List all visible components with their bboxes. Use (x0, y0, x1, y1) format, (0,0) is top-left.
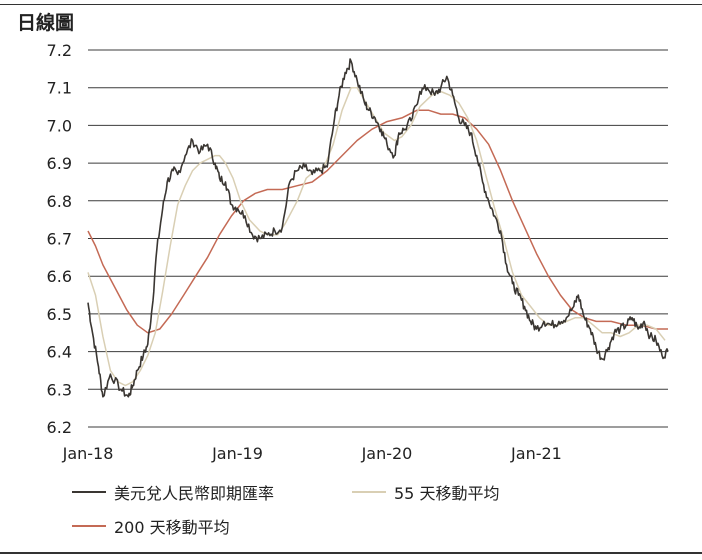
x-tick-label: Jan-21 (510, 444, 562, 463)
series-lines (87, 58, 669, 398)
series-line-1 (87, 86, 666, 387)
x-tick-label: Jan-18 (62, 444, 114, 463)
y-tick-label: 7.0 (47, 116, 72, 135)
legend-swatch-ma55 (352, 491, 386, 493)
series-line-2 (87, 109, 668, 334)
legend-swatch-ma200 (72, 525, 106, 527)
legend-label-ma55: 55 天移動平均 (394, 484, 500, 503)
y-tick-label: 6.7 (47, 230, 72, 249)
y-tick-label: 6.8 (47, 192, 72, 211)
gridlines (88, 49, 668, 428)
y-axis-ticks: 7.2 7.1 7.0 6.9 6.8 6.7 6.6 6.5 6.4 6.3 6.2 (47, 41, 72, 437)
x-tick-label: Jan-20 (361, 444, 413, 463)
y-tick-label: 6.2 (47, 418, 72, 437)
line-chart: 7.2 7.1 7.0 6.9 6.8 6.7 6.6 6.5 6.4 6.3 6.2 Jan-18… (47, 41, 669, 463)
legend-item-ma55: 55 天移動平均 (352, 480, 499, 504)
y-tick-label: 6.3 (47, 380, 72, 399)
legend-label-spot: 美元兌人民幣即期匯率 (114, 484, 275, 503)
legend-swatch-spot (72, 491, 106, 493)
y-tick-label: 6.9 (47, 154, 72, 173)
x-axis-ticks: Jan-18 Jan-19 Jan-20 Jan-21 (62, 444, 562, 463)
legend-item-spot: 美元兌人民幣即期匯率 (72, 480, 274, 504)
top-rule (0, 4, 702, 5)
legend-label-ma200: 200 天移動平均 (114, 518, 230, 537)
y-tick-label: 6.5 (47, 305, 72, 324)
legend-item-ma200: 200 天移動平均 (72, 514, 230, 538)
chart-title: 日線圖 (17, 12, 75, 34)
y-tick-label: 7.2 (47, 41, 72, 60)
y-tick-label: 6.6 (47, 267, 72, 286)
series-line-0 (87, 58, 669, 398)
y-tick-label: 7.1 (47, 79, 72, 98)
y-tick-label: 6.4 (47, 343, 72, 362)
bottom-rule (0, 552, 702, 554)
x-tick-label: Jan-19 (211, 444, 263, 463)
